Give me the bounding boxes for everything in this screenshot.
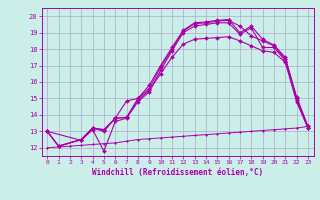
X-axis label: Windchill (Refroidissement éolien,°C): Windchill (Refroidissement éolien,°C) — [92, 168, 263, 177]
